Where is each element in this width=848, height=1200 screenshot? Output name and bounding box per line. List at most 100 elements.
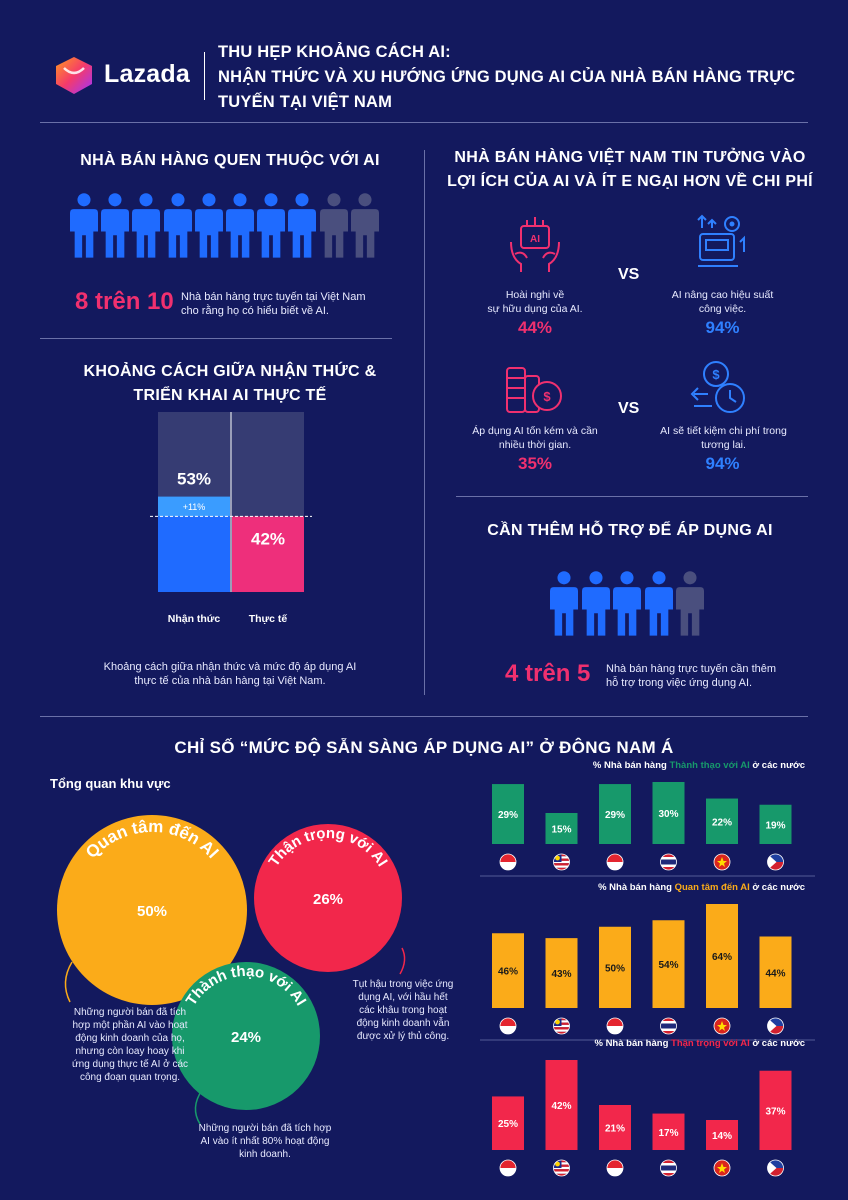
title-line-3: TUYẾN TẠI VIỆT NAM bbox=[218, 93, 393, 111]
person-icon-inactive bbox=[319, 190, 348, 265]
svg-text:$: $ bbox=[543, 389, 551, 404]
flag-sg-icon bbox=[499, 1017, 517, 1035]
page-title: THU HẸP KHOẢNG CÁCH AI: NHẬN THỨC VÀ XU … bbox=[218, 40, 795, 115]
country-bar bbox=[545, 813, 578, 844]
person-icon-highlighted bbox=[101, 190, 130, 265]
flag-ph-icon bbox=[767, 853, 784, 871]
right-rule-1 bbox=[456, 496, 808, 497]
familiar-desc: Nhà bán hàng trực tuyến tại Việt Nam cho… bbox=[181, 291, 366, 317]
flag-vn-icon bbox=[713, 1159, 731, 1177]
gap-category-label: Thực tế bbox=[249, 613, 288, 625]
country-bar bbox=[492, 1096, 524, 1150]
region-circle bbox=[172, 962, 320, 1110]
country-bar-value: 37% bbox=[765, 1106, 785, 1117]
country-bar bbox=[759, 1070, 792, 1150]
flag-th-icon bbox=[660, 1017, 677, 1035]
country-bar-value: 64% bbox=[712, 952, 732, 963]
support-stat: 4 trên 5 bbox=[505, 660, 591, 687]
column-divider bbox=[424, 150, 425, 695]
productivity-icon bbox=[697, 214, 745, 267]
bar-awareness bbox=[158, 516, 230, 592]
trust-item-1-pct: 44% bbox=[517, 318, 553, 337]
country-bar-value: 15% bbox=[551, 825, 571, 836]
person-icon-highlighted bbox=[194, 190, 223, 265]
gap-bar-chart: 53% +11% 42% Nhận thức Thực tế bbox=[150, 412, 312, 625]
country-bar-value: 50% bbox=[605, 963, 625, 974]
cautious-note: Tụt hậu trong việc ứng dụng AI, với hầu … bbox=[352, 979, 454, 1042]
brand-name: Lazada bbox=[104, 60, 190, 88]
person-icon-highlighted bbox=[257, 190, 286, 265]
country-bar bbox=[652, 1113, 685, 1150]
flag-my-icon bbox=[553, 853, 570, 871]
region-circle bbox=[254, 824, 402, 972]
title-line-2: NHẬN THỨC VÀ XU HƯỚNG ỨNG DỤNG AI CỦA NH… bbox=[218, 68, 796, 86]
country-bar-value: 29% bbox=[605, 810, 625, 821]
country-bar-value: 25% bbox=[498, 1119, 518, 1130]
actual-value-label: 42% bbox=[251, 529, 285, 548]
trust-item-1-desc: Hoài nghi về sự hữu dụng của AI. bbox=[487, 289, 583, 315]
person-icon-highlighted bbox=[226, 190, 254, 265]
country-bar bbox=[599, 926, 631, 1008]
country-bar bbox=[545, 1060, 578, 1150]
trust-item-3-desc: Áp dụng AI tốn kém và cần nhiều thời gia… bbox=[472, 425, 598, 451]
vs-label-1: VS bbox=[618, 266, 640, 283]
region-circle-value: 50% bbox=[137, 903, 167, 920]
gap-category-label: Nhận thức bbox=[168, 613, 221, 625]
person-icon-highlighted bbox=[613, 568, 641, 643]
header: Lazada THU HẸP KHOẢNG CÁCH AI: NHẬN THỨC… bbox=[0, 0, 848, 122]
flag-th-icon bbox=[660, 1159, 677, 1177]
country-bar bbox=[545, 938, 578, 1008]
region-circle bbox=[57, 815, 247, 1005]
flag-ph-icon bbox=[767, 1017, 784, 1035]
header-rule bbox=[40, 122, 808, 123]
country-chart-title: % Nhà bán hàng Thành thạo với AI ở các n… bbox=[593, 760, 805, 771]
support-desc: Nhà bán hàng trực tuyến cần thêm hỗ trợ … bbox=[606, 663, 777, 689]
overview-title: Tổng quan khu vực bbox=[50, 776, 171, 791]
region-circle-value: 26% bbox=[313, 891, 343, 908]
country-bar-value: 21% bbox=[605, 1124, 625, 1135]
bar-awareness-gap bbox=[158, 496, 230, 517]
country-bar bbox=[599, 1105, 631, 1150]
person-icon-highlighted bbox=[163, 190, 192, 265]
country-bar-value: 22% bbox=[712, 817, 732, 828]
trust-item-4-desc: AI sẽ tiết kiệm chi phí trong tương lai. bbox=[660, 425, 787, 451]
person-icon-highlighted bbox=[132, 190, 161, 265]
trust-item-4-pct: 94% bbox=[705, 454, 740, 473]
trust-item-2-desc: AI nâng cao hiệu suất công việc. bbox=[671, 289, 774, 315]
person-icon-highlighted bbox=[644, 568, 673, 643]
person-icon-highlighted bbox=[550, 568, 578, 643]
country-bar bbox=[759, 804, 792, 844]
country-bar-charts: % Nhà bán hàng Thành thạo với AI ở các n… bbox=[480, 760, 815, 1177]
bar-actual bbox=[232, 516, 304, 592]
svg-text:$: $ bbox=[712, 367, 720, 382]
money-clock-icon: $ bbox=[690, 361, 745, 413]
header-divider bbox=[204, 52, 205, 100]
country-bar-value: 14% bbox=[712, 1131, 732, 1142]
flag-sg-icon bbox=[499, 853, 517, 871]
person-icon-inactive bbox=[676, 568, 704, 643]
flag-id-icon bbox=[606, 1159, 624, 1177]
flag-id-icon bbox=[606, 1017, 624, 1035]
familiar-stat: 8 trên 10 bbox=[75, 288, 174, 315]
svg-text:AI: AI bbox=[530, 234, 540, 245]
left-rule-1 bbox=[40, 338, 392, 339]
gap-value-label: +11% bbox=[183, 502, 206, 512]
gap-desc: Khoảng cách giữa nhận thức và mức độ áp … bbox=[103, 661, 357, 687]
person-icon-inactive bbox=[350, 190, 379, 265]
country-bar-value: 19% bbox=[765, 820, 785, 831]
familiar-people-row bbox=[70, 190, 380, 265]
support-title: CẦN THÊM HỖ TRỢ ĐỂ ÁP DỤNG AI bbox=[487, 522, 773, 539]
pointer-arrow bbox=[399, 947, 406, 975]
section-rule bbox=[40, 716, 808, 717]
country-bar-value: 30% bbox=[658, 809, 678, 820]
country-bar bbox=[706, 904, 738, 1008]
flag-vn-icon bbox=[713, 853, 731, 871]
country-bar bbox=[599, 784, 631, 844]
country-bar-value: 43% bbox=[551, 969, 571, 980]
flag-id-icon bbox=[606, 853, 624, 871]
coins-icon: $ bbox=[506, 367, 562, 413]
person-icon-highlighted bbox=[288, 190, 317, 265]
flag-vn-icon bbox=[713, 1017, 731, 1035]
gap-title: KHOẢNG CÁCH GIỮA NHẬN THỨC & TRIỂN KHAI … bbox=[83, 363, 377, 404]
pointer-arrow bbox=[194, 1089, 203, 1125]
